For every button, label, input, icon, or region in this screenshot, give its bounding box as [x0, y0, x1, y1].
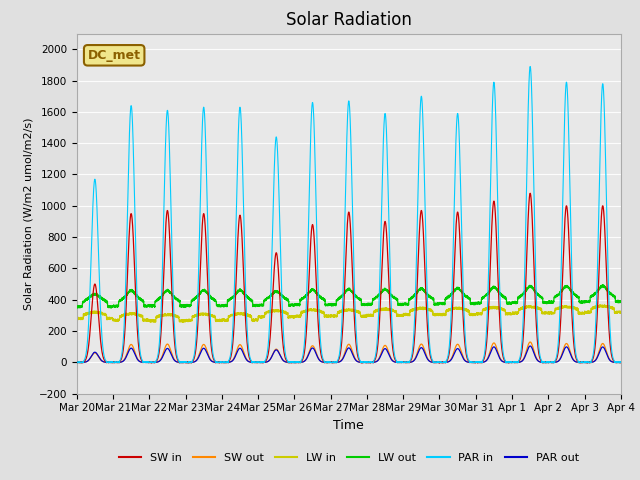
Title: Solar Radiation: Solar Radiation [286, 11, 412, 29]
X-axis label: Time: Time [333, 419, 364, 432]
Legend: SW in, SW out, LW in, LW out, PAR in, PAR out: SW in, SW out, LW in, LW out, PAR in, PA… [115, 448, 583, 467]
Text: DC_met: DC_met [88, 49, 141, 62]
Y-axis label: Solar Radiation (W/m2 umol/m2/s): Solar Radiation (W/m2 umol/m2/s) [23, 117, 33, 310]
